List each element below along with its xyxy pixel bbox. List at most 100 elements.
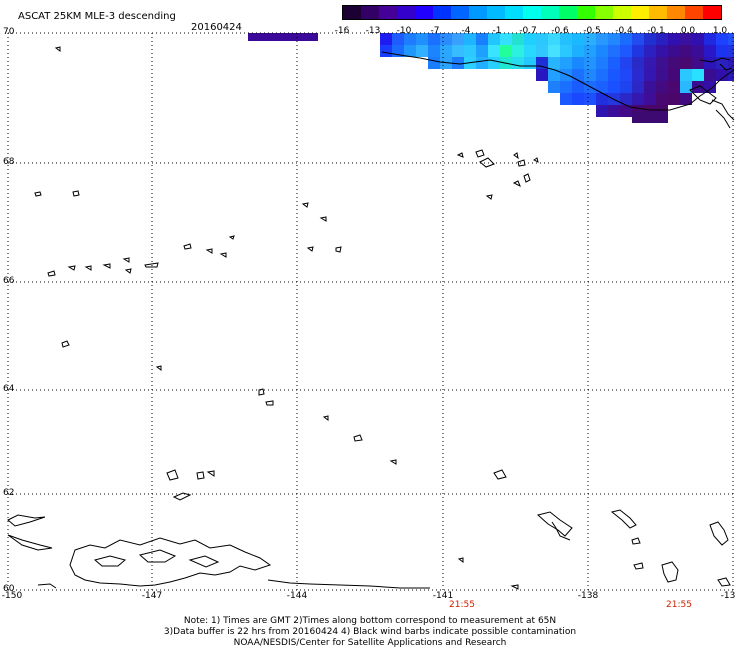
legend-swatch	[433, 6, 451, 19]
lon-label: -138	[577, 591, 599, 601]
coast-segment	[551, 521, 571, 541]
coast-segment	[258, 388, 265, 396]
legend-swatch	[415, 6, 433, 19]
coast-segment	[381, 51, 735, 111]
legend-swatch	[523, 6, 541, 19]
lat-label: 70	[3, 27, 15, 37]
legend-tick-label: -1	[492, 26, 502, 36]
legend-swatch	[613, 6, 631, 19]
legend-swatch	[505, 6, 523, 19]
legend-tick-label: 1.0	[712, 26, 728, 36]
product-date: 20160424	[191, 22, 242, 33]
legend-swatch	[361, 6, 379, 19]
ascat-swath	[248, 33, 740, 133]
lon-label: -144	[286, 591, 308, 601]
lon-label: -141	[432, 591, 454, 601]
legend-tick-label: -16	[334, 26, 350, 36]
lon-label: -147	[141, 591, 163, 601]
legend-swatch	[487, 6, 505, 19]
coast-segment	[124, 268, 132, 274]
coast-segment	[61, 340, 70, 348]
coast-segment	[457, 557, 464, 563]
coast-segment	[183, 243, 192, 250]
coast-segment	[166, 469, 179, 481]
coast-segment	[172, 492, 192, 501]
coast-segment	[93, 555, 127, 567]
coast-segment	[389, 459, 397, 465]
pass-time-1: 21:55	[449, 600, 475, 610]
coast-segment	[631, 537, 641, 545]
legend-swatch	[685, 6, 703, 19]
legend-swatch	[469, 6, 487, 19]
coast-segment	[633, 562, 644, 570]
legend-tick-label: -4	[461, 26, 471, 36]
legend-swatch	[703, 6, 721, 19]
coast-segment	[69, 537, 272, 587]
coast-segment	[319, 216, 327, 222]
note-line-2: 3)Data buffer is 22 hrs from 20160424 4)…	[163, 627, 577, 637]
legend-swatch	[649, 6, 667, 19]
legend-swatch	[631, 6, 649, 19]
lat-label: 68	[3, 157, 15, 167]
coast-segment	[512, 180, 521, 188]
legend-swatch	[397, 6, 415, 19]
coast-segment	[301, 202, 309, 208]
coast-segment	[479, 157, 495, 168]
coast-segment	[122, 257, 130, 263]
legend-swatch	[577, 6, 595, 19]
coast-segment	[37, 583, 57, 589]
coast-segment	[196, 471, 205, 480]
coast-segment	[72, 190, 80, 197]
coast-segment	[306, 246, 314, 252]
coast-segment	[717, 577, 731, 587]
coast-segment	[7, 514, 46, 527]
coast-segment	[536, 511, 573, 537]
coast-segment	[517, 159, 526, 167]
coastline	[7, 46, 735, 590]
legend-tick-label: -13	[365, 26, 381, 36]
coast-segment	[138, 549, 177, 563]
coast-segment	[34, 191, 42, 197]
pass-time-2: 21:55	[666, 600, 692, 610]
note-line-1: Note: 1) Times are GMT 2)Times along bot…	[183, 616, 557, 626]
lat-label: 66	[3, 276, 15, 286]
legend-tick-label: 0.0	[680, 26, 696, 36]
coast-segment	[265, 400, 274, 406]
footnotes: Note: 1) Times are GMT 2)Times along bot…	[0, 616, 740, 649]
legend-tick-label: -7	[430, 26, 440, 36]
coast-segment	[719, 63, 733, 71]
coast-segment	[513, 152, 519, 160]
legend-tick-label: -0.5	[583, 26, 601, 36]
legend-tick-label: -0.6	[551, 26, 569, 36]
coast-segment	[206, 470, 215, 477]
product-title: ASCAT 25KM MLE-3 descending	[18, 11, 176, 22]
legend-swatch	[595, 6, 613, 19]
legend-tick-label: -10	[396, 26, 412, 36]
lat-label: 62	[3, 488, 15, 498]
coast-segment	[84, 265, 92, 271]
coast-segment	[47, 270, 56, 277]
coast-segment	[485, 194, 493, 200]
lat-label: 64	[3, 384, 15, 394]
coast-segment	[689, 85, 717, 105]
coast-segment	[711, 99, 735, 121]
coast-segment	[523, 173, 531, 183]
coast-segment	[322, 415, 329, 421]
coast-segment	[699, 57, 731, 63]
color-legend	[342, 5, 722, 20]
coast-segment	[475, 149, 485, 158]
coast-segment	[219, 252, 227, 258]
coast-segment	[205, 248, 213, 254]
coast-segment	[715, 109, 731, 129]
legend-swatch	[559, 6, 577, 19]
coast-segment	[709, 521, 729, 546]
legend-tick-label: -0.1	[647, 26, 665, 36]
legend-swatch	[541, 6, 559, 19]
note-line-3: NOAA/NESDIS/Center for Satellite Applica…	[233, 638, 507, 648]
coast-segment	[661, 561, 679, 583]
legend-swatch	[451, 6, 469, 19]
lat-lon-grid	[7, 32, 734, 591]
coast-segment	[493, 469, 507, 480]
legend-swatch	[667, 6, 685, 19]
lat-label: 60	[3, 584, 15, 594]
